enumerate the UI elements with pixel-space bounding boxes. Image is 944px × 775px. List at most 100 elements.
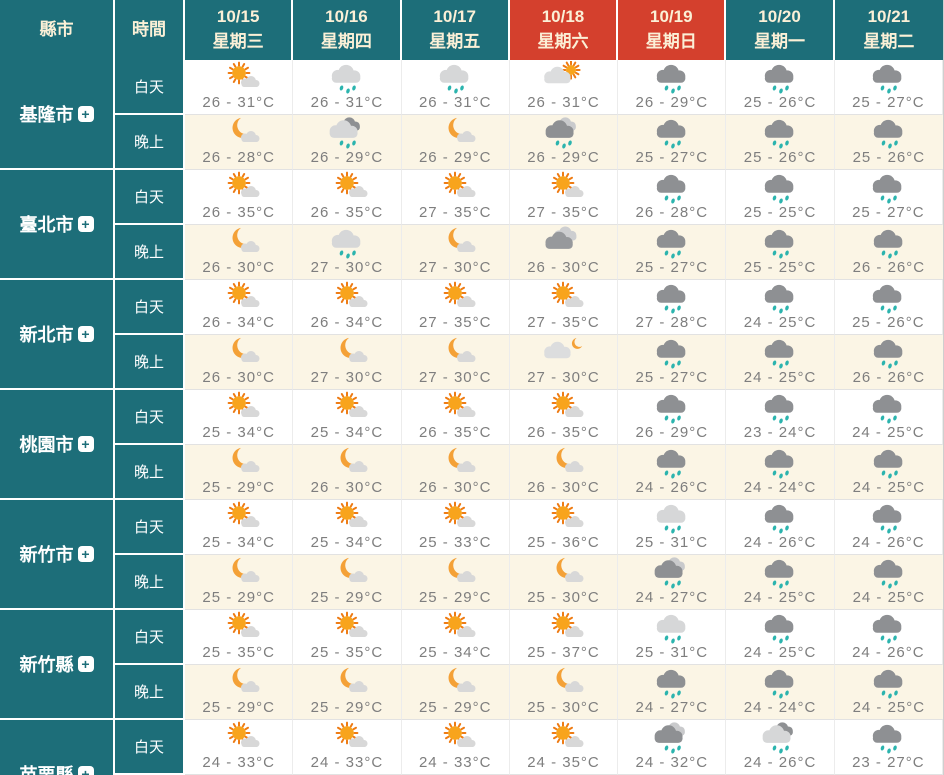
expand-plus-icon[interactable]: + <box>77 766 94 775</box>
weather-cell: 26 - 31°C <box>509 60 619 115</box>
sun-cloud-icon <box>214 281 264 314</box>
temperature-range: 25 - 26°C <box>743 94 817 111</box>
moon-cloud-icon <box>214 447 264 479</box>
expand-plus-icon[interactable]: + <box>77 546 94 562</box>
city-name-cell[interactable]: 桃園市 + <box>0 390 115 500</box>
weather-cell: 25 - 27°C <box>618 225 727 280</box>
expand-plus-icon[interactable]: + <box>77 656 94 672</box>
rain-dark-icon <box>755 337 805 369</box>
weekday-label: 星期二 <box>863 32 915 51</box>
rain-dark-icon <box>755 502 805 534</box>
date-header-10-15: 10/15 星期三 <box>185 0 294 60</box>
moon-cloud-icon <box>430 667 480 699</box>
weather-cell: 25 - 27°C <box>618 335 727 390</box>
sun-cloud-icon <box>538 281 588 314</box>
rain-dark-icon <box>864 227 914 259</box>
expand-plus-icon[interactable]: + <box>77 106 94 122</box>
weekday-label: 星期三 <box>212 32 264 51</box>
weather-cell: 24 - 26°C <box>618 445 727 500</box>
weather-cell: 26 - 30°C <box>509 445 619 500</box>
temperature-range: 24 - 24°C <box>743 479 817 496</box>
weather-cell: 25 - 26°C <box>834 115 943 170</box>
temperature-range: 25 - 34°C <box>310 534 384 551</box>
temperature-range: 25 - 36°C <box>527 534 600 551</box>
weather-cell: 24 - 25°C <box>726 555 835 610</box>
temperature-range: 24 - 33°C <box>202 754 275 771</box>
temperature-range: 24 - 33°C <box>418 754 492 771</box>
weather-cell: 27 - 35°C <box>401 170 510 225</box>
city-name-label: 臺北市 <box>19 215 74 235</box>
temperature-range: 24 - 26°C <box>852 534 925 551</box>
date-header-10-16: 10/16 星期四 <box>293 0 402 60</box>
temperature-range: 24 - 25°C <box>743 644 817 661</box>
weather-cell: 26 - 29°C <box>293 115 402 170</box>
weather-cell: 25 - 36°C <box>509 500 619 555</box>
weather-cell: 24 - 25°C <box>834 390 943 445</box>
temperature-range: 27 - 30°C <box>527 369 600 386</box>
rain-light-icon <box>322 62 372 94</box>
weather-cell: 26 - 31°C <box>401 60 510 115</box>
weather-cell: 26 - 31°C <box>293 60 402 115</box>
sun-cloud-icon <box>430 611 480 644</box>
weekday-label: 星期五 <box>429 32 481 51</box>
sun-cloud-icon <box>214 721 264 754</box>
time-cell-night: 晚上 <box>115 445 185 500</box>
weather-cell: 26 - 30°C <box>185 225 294 280</box>
city-name-cell[interactable]: 基隆市 + <box>0 60 115 170</box>
time-cell-day: 白天 <box>115 60 185 115</box>
weather-cell: 27 - 35°C <box>401 280 510 335</box>
expand-plus-icon[interactable]: + <box>77 436 94 452</box>
weather-cell: 24 - 27°C <box>618 555 727 610</box>
weather-cell: 24 - 25°C <box>726 610 835 665</box>
temperature-range: 25 - 27°C <box>852 204 925 221</box>
temperature-range: 25 - 29°C <box>418 589 492 606</box>
expand-plus-icon[interactable]: + <box>77 216 94 232</box>
rain-dark-icon <box>755 392 805 424</box>
weather-cell: 24 - 26°C <box>834 610 943 665</box>
temperature-range: 26 - 30°C <box>527 479 600 496</box>
sun-cloud-icon <box>322 391 372 424</box>
city-block: 桃園市 + 白天 25 - 34°C 25 - 34°C 26 - 35°C 26 - 35… <box>0 390 943 500</box>
temperature-range: 25 - 29°C <box>202 589 275 606</box>
weather-cell: 27 - 35°C <box>509 170 619 225</box>
rain-dark-icon <box>863 392 913 424</box>
weather-cell: 25 - 26°C <box>726 60 835 115</box>
weather-cell: 25 - 34°C <box>401 610 510 665</box>
weather-cell: 25 - 27°C <box>834 170 943 225</box>
weather-cell: 27 - 30°C <box>509 335 619 390</box>
cloud-sun-icon <box>538 61 588 94</box>
time-cell-night: 晚上 <box>115 335 185 390</box>
city-name-cell[interactable]: 新北市 + <box>0 280 115 390</box>
temperature-range: 26 - 29°C <box>635 94 709 111</box>
sun-cloud-icon <box>430 391 480 424</box>
city-name-cell[interactable]: 苗栗縣 + <box>0 720 115 775</box>
sun-cloud-icon <box>538 721 588 754</box>
city-name-cell[interactable]: 新竹市 + <box>0 500 115 610</box>
weather-cell: 24 - 33°C <box>185 720 294 775</box>
rain-dark-icon <box>863 612 913 644</box>
temperature-range: 26 - 34°C <box>310 314 384 331</box>
weather-cell: 25 - 29°C <box>293 665 402 720</box>
rain-dark-icon <box>755 117 805 149</box>
temperature-range: 25 - 33°C <box>418 534 492 551</box>
moon-cloud-icon <box>430 557 480 589</box>
weather-cell: 26 - 29°C <box>509 115 619 170</box>
sun-cloud-icon <box>214 61 264 94</box>
city-name-cell[interactable]: 臺北市 + <box>0 170 115 280</box>
weather-cell: 24 - 33°C <box>293 720 402 775</box>
moon-cloud-icon <box>214 227 264 259</box>
expand-plus-icon[interactable]: + <box>77 326 94 342</box>
weather-cell: 25 - 31°C <box>618 610 727 665</box>
rain-dark-icon <box>647 172 697 204</box>
temperature-range: 24 - 25°C <box>852 424 925 441</box>
temperature-range: 24 - 25°C <box>852 699 926 716</box>
temperature-range: 24 - 25°C <box>852 589 926 606</box>
weather-cell: 25 - 33°C <box>401 500 510 555</box>
moon-cloud-icon <box>538 447 588 479</box>
table-header-row: 縣市 時間 10/15 星期三 10/16 星期四 10/17 星期五 10/18 星期六 10… <box>0 0 943 60</box>
temperature-range: 25 - 31°C <box>635 644 709 661</box>
temperature-range: 23 - 27°C <box>852 754 925 771</box>
temperature-range: 26 - 35°C <box>527 424 600 441</box>
city-name-cell[interactable]: 新竹縣 + <box>0 610 115 720</box>
moon-cloud-icon <box>214 667 264 699</box>
